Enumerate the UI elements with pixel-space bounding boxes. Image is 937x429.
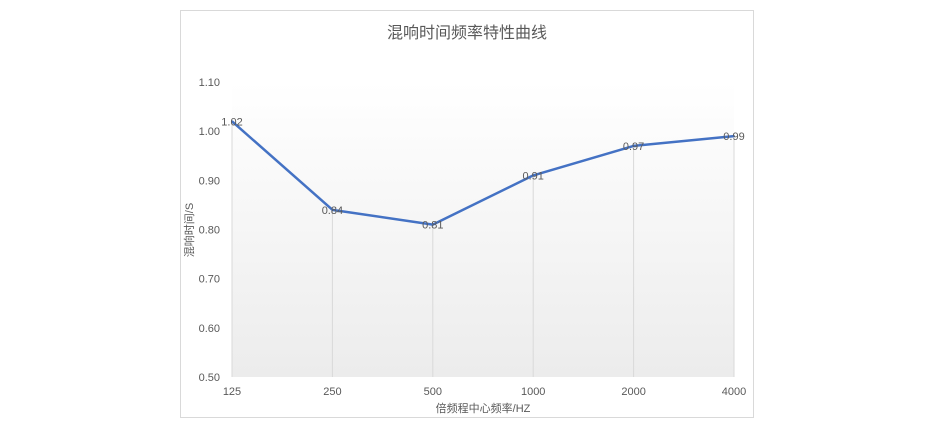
y-axis-title: 混响时间/S [183, 203, 196, 257]
data-point [231, 120, 233, 123]
y-tick-label: 1.00 [199, 126, 220, 138]
y-tick-label: 1.10 [199, 77, 220, 89]
chart-title: 混响时间频率特性曲线 [387, 24, 547, 42]
y-tick-label: 0.50 [199, 372, 220, 384]
chart-frame [180, 10, 754, 418]
data-label: 0.84 [322, 205, 343, 217]
x-tick-label: 250 [323, 386, 341, 398]
data-label: 1.02 [221, 116, 242, 128]
x-tick-label: 2000 [621, 386, 645, 398]
data-label: 0.91 [522, 170, 543, 182]
y-tick-label: 0.80 [199, 225, 220, 237]
y-tick-label: 0.90 [199, 175, 220, 187]
data-point [532, 174, 535, 177]
x-tick-label: 500 [424, 386, 442, 398]
data-label: 0.97 [623, 141, 644, 153]
data-label: 0.81 [422, 220, 443, 232]
x-tick-label: 125 [223, 386, 241, 398]
y-tick-label: 0.70 [199, 274, 220, 286]
x-tick-label: 1000 [521, 386, 545, 398]
x-tick-label: 4000 [722, 386, 746, 398]
y-tick-label: 0.60 [199, 323, 220, 335]
x-axis-title: 倍频程中心频率/HZ [436, 401, 531, 415]
data-point [632, 144, 635, 147]
data-label: 0.99 [723, 131, 744, 143]
plot-area [232, 82, 734, 377]
data-point [331, 208, 334, 211]
data-point [733, 135, 735, 138]
data-point [431, 223, 434, 226]
series-line [231, 120, 735, 226]
